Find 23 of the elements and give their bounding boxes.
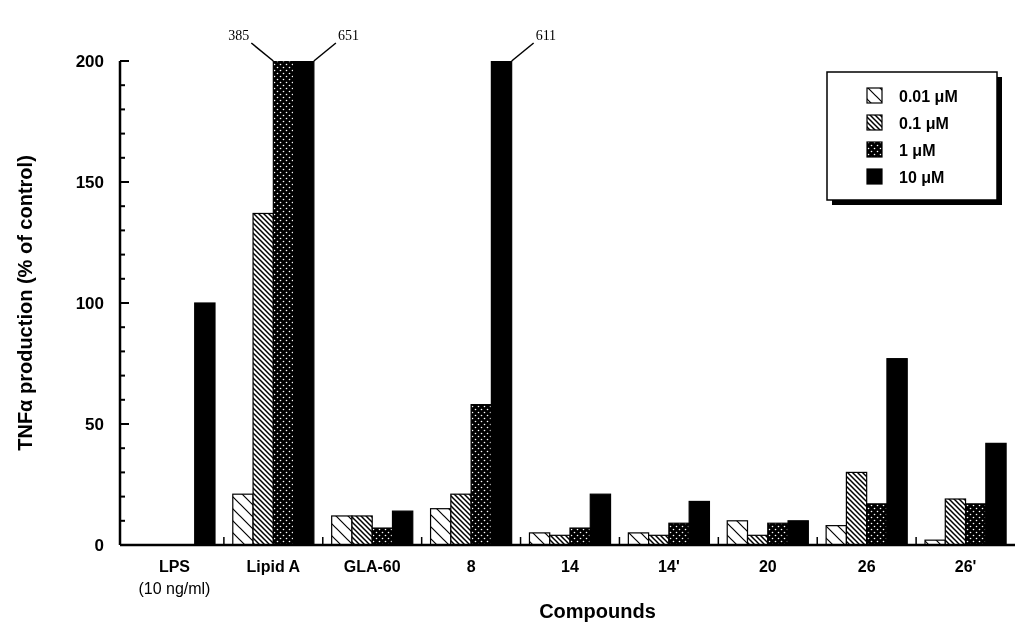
x-tick-label: Lipid A xyxy=(246,558,301,575)
x-tick-label: LPS (10 ng/ml) xyxy=(138,558,211,597)
x-tick-label: 26 xyxy=(857,558,876,575)
y-tick-label: 200 xyxy=(75,51,104,71)
x-tick-label: 8 xyxy=(466,558,476,575)
x-tick-label: GLA-60 xyxy=(343,558,401,575)
text: 651 xyxy=(337,28,359,43)
x-tick-label: 14 xyxy=(561,558,579,575)
legend-label: 0.01 μM xyxy=(899,87,958,105)
legend-label: 1 μM xyxy=(899,141,936,159)
x-axis-title: Compounds xyxy=(539,600,656,622)
x-tick-label: 20 xyxy=(758,558,777,575)
y-tick-label: 100 xyxy=(75,293,104,313)
legend-label: 10 μM xyxy=(899,168,945,186)
y-tick-label: 150 xyxy=(75,172,104,192)
x-tick-label: 14' xyxy=(658,558,680,575)
y-tick-label: 50 xyxy=(85,414,104,434)
y-axis-title: TNFα production (% of control) xyxy=(14,155,36,451)
x-tick-label: 26' xyxy=(954,558,977,575)
y-tick-label: 0 xyxy=(94,535,104,555)
text: 611 xyxy=(535,28,557,43)
legend-label: 0.1 μM xyxy=(899,114,949,132)
text: 385 xyxy=(228,28,250,43)
